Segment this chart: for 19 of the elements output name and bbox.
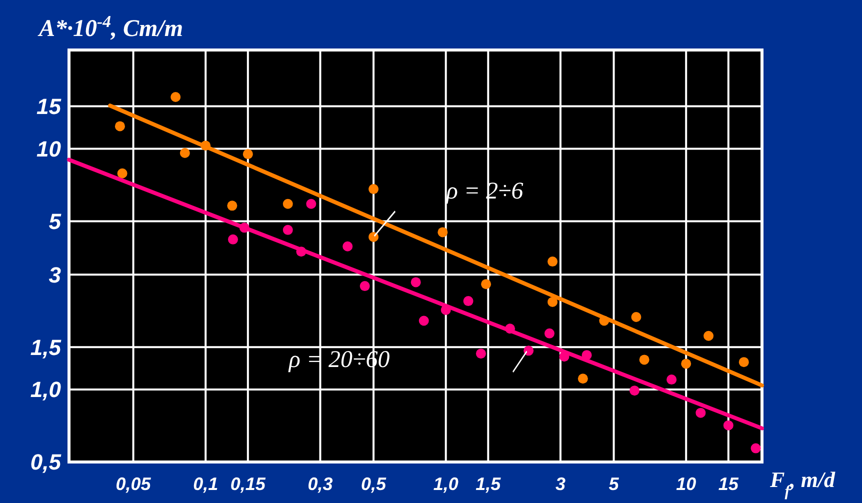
x-tick-label: 1,0	[433, 474, 458, 494]
y-tick-label: 3	[48, 262, 61, 288]
y-tick-label: 10	[36, 136, 62, 162]
y-tick-label: 1,5	[30, 334, 62, 360]
x-tick-label: 0,5	[361, 474, 388, 494]
x-tick-label: 15	[718, 474, 740, 494]
y-tick-label: 0,5	[30, 450, 62, 475]
x-tick-label: 0,05	[116, 474, 152, 494]
x-tick-label: 0,1	[193, 474, 218, 494]
x-tick-label: 0,3	[308, 474, 333, 494]
y-tick-label: 15	[36, 94, 62, 120]
x-tick-label: 5	[608, 474, 620, 494]
x-tick-label: 1,5	[476, 474, 502, 494]
x-tick-label: 10	[676, 474, 696, 494]
y-tick-label: 1,0	[30, 377, 62, 402]
y-tick-label: 5	[48, 208, 62, 234]
y-axis-title: A*·10$^{-4}$, Cm/m	[37, 12, 184, 42]
x-tick-label: 3	[555, 474, 566, 494]
x-tick-label: 0,15	[230, 474, 266, 494]
